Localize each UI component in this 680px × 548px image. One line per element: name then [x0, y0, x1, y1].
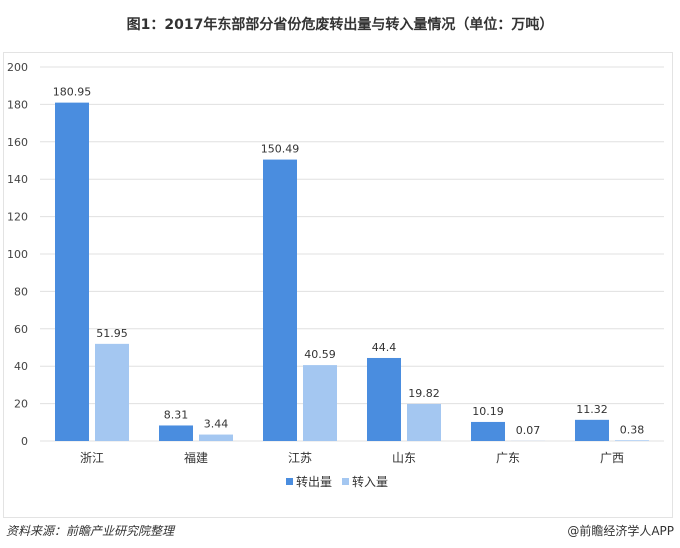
y-tick-label: 20 — [14, 398, 28, 411]
data-label: 3.44 — [204, 418, 229, 431]
bar-out — [367, 357, 401, 441]
bar-out — [471, 421, 505, 441]
chart-frame — [3, 52, 673, 518]
legend-label: 转出量 — [296, 474, 332, 489]
data-label: 180.95 — [53, 86, 92, 99]
x-tick-label: 江苏 — [288, 451, 312, 465]
x-tick-label: 广西 — [600, 451, 624, 465]
data-label: 11.32 — [576, 403, 608, 416]
chart-title: 图1：2017年东部部分省份危废转出量与转入量情况（单位：万吨） — [126, 17, 554, 33]
bar-in — [303, 365, 337, 441]
source-note: 资料来源：前瞻产业研究院整理 — [6, 524, 175, 538]
data-label: 51.95 — [96, 327, 128, 340]
bar-in — [199, 434, 233, 441]
bar-out — [55, 102, 89, 441]
data-label: 0.07 — [516, 424, 541, 437]
data-label: 0.38 — [620, 423, 645, 436]
y-tick-label: 60 — [14, 323, 28, 336]
legend-swatch — [286, 478, 293, 485]
x-tick-label: 广东 — [496, 451, 520, 465]
y-tick-label: 140 — [7, 173, 28, 186]
x-tick-label: 福建 — [184, 450, 208, 465]
data-label: 8.31 — [164, 408, 189, 421]
credit-note: @前瞻经济学人APP — [567, 524, 674, 538]
bar-out — [159, 425, 193, 441]
data-label: 40.59 — [304, 348, 336, 361]
y-tick-label: 0 — [21, 435, 28, 448]
x-tick-label: 浙江 — [80, 451, 104, 465]
data-label: 44.4 — [372, 341, 397, 354]
y-tick-label: 120 — [7, 211, 28, 224]
data-label: 10.19 — [472, 405, 504, 418]
legend-label: 转入量 — [352, 474, 388, 489]
data-label: 19.82 — [408, 387, 440, 400]
x-tick-label: 山东 — [392, 451, 416, 465]
y-tick-label: 200 — [7, 61, 28, 74]
bar-out — [575, 419, 609, 441]
bar-in — [95, 343, 129, 441]
bar-out — [263, 159, 297, 442]
y-tick-label: 40 — [14, 360, 28, 373]
bar-in — [615, 440, 649, 441]
legend-swatch — [342, 478, 349, 485]
y-tick-label: 80 — [14, 285, 28, 298]
bar-in — [407, 403, 441, 441]
y-tick-label: 160 — [7, 136, 28, 149]
y-tick-label: 180 — [7, 98, 28, 111]
y-tick-label: 100 — [7, 248, 28, 261]
data-label: 150.49 — [261, 143, 300, 156]
